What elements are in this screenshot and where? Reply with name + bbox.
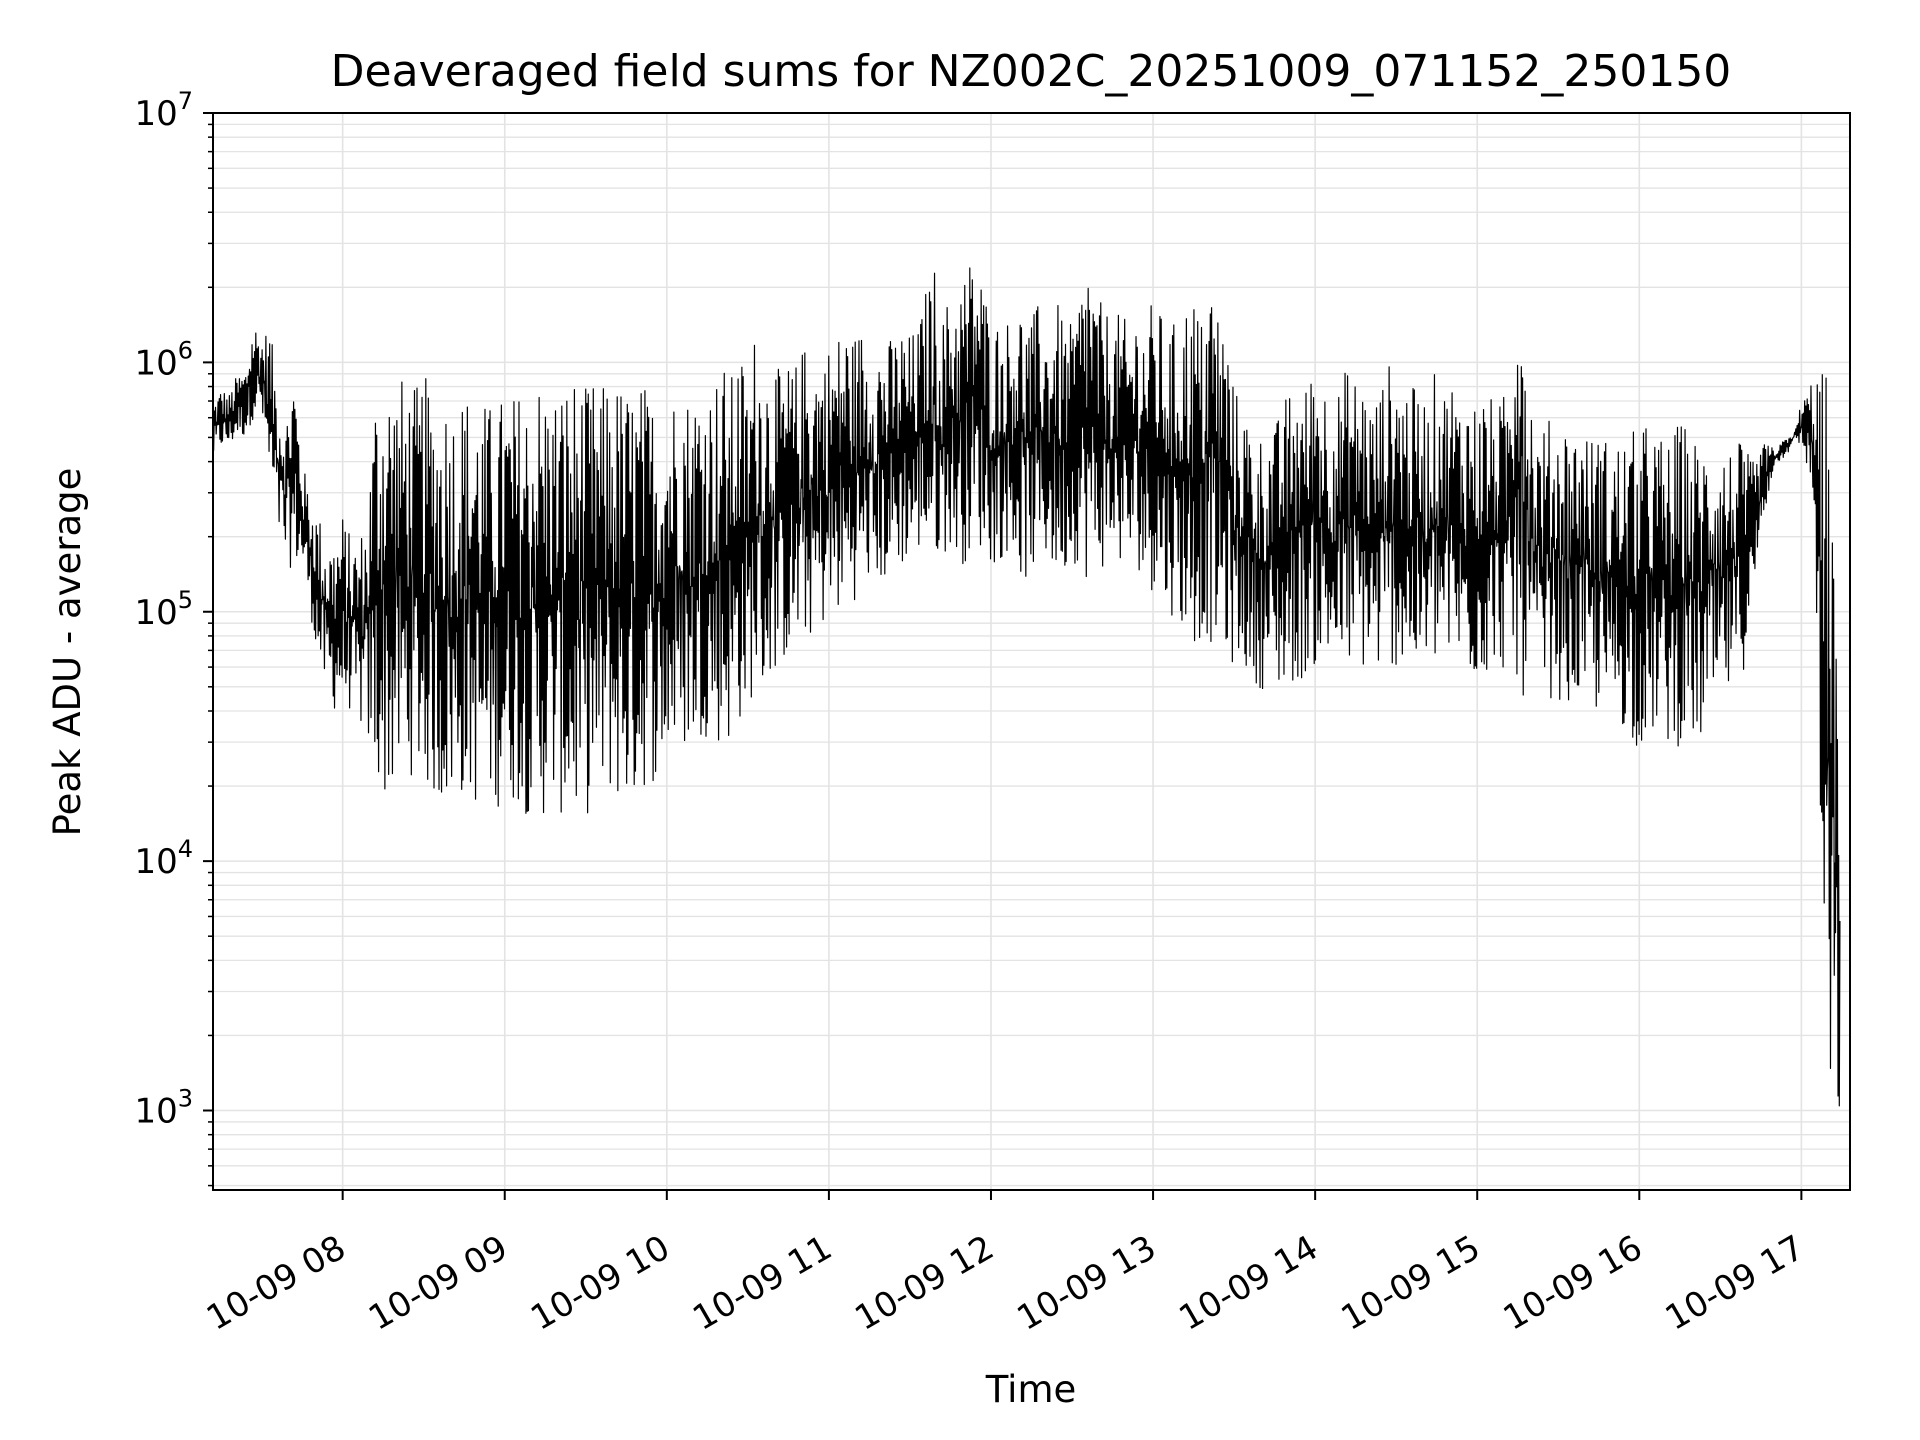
series-line <box>212 267 1841 1107</box>
y-axis-label: Peak ADU - average <box>46 468 89 837</box>
y-tick-label: 103 <box>134 1085 193 1132</box>
chart-title: Deaveraged field sums for NZ002C_2025100… <box>331 46 1732 97</box>
x-axis-label: Time <box>985 1368 1077 1411</box>
y-tick-label: 104 <box>134 835 193 882</box>
grid-layer <box>213 112 1850 1190</box>
plot-area-frame <box>212 112 1851 1191</box>
data-layer <box>212 267 1841 1107</box>
y-tick-label: 107 <box>134 87 193 134</box>
y-tick-label: 105 <box>134 586 193 633</box>
y-tick-label: 106 <box>134 336 193 383</box>
